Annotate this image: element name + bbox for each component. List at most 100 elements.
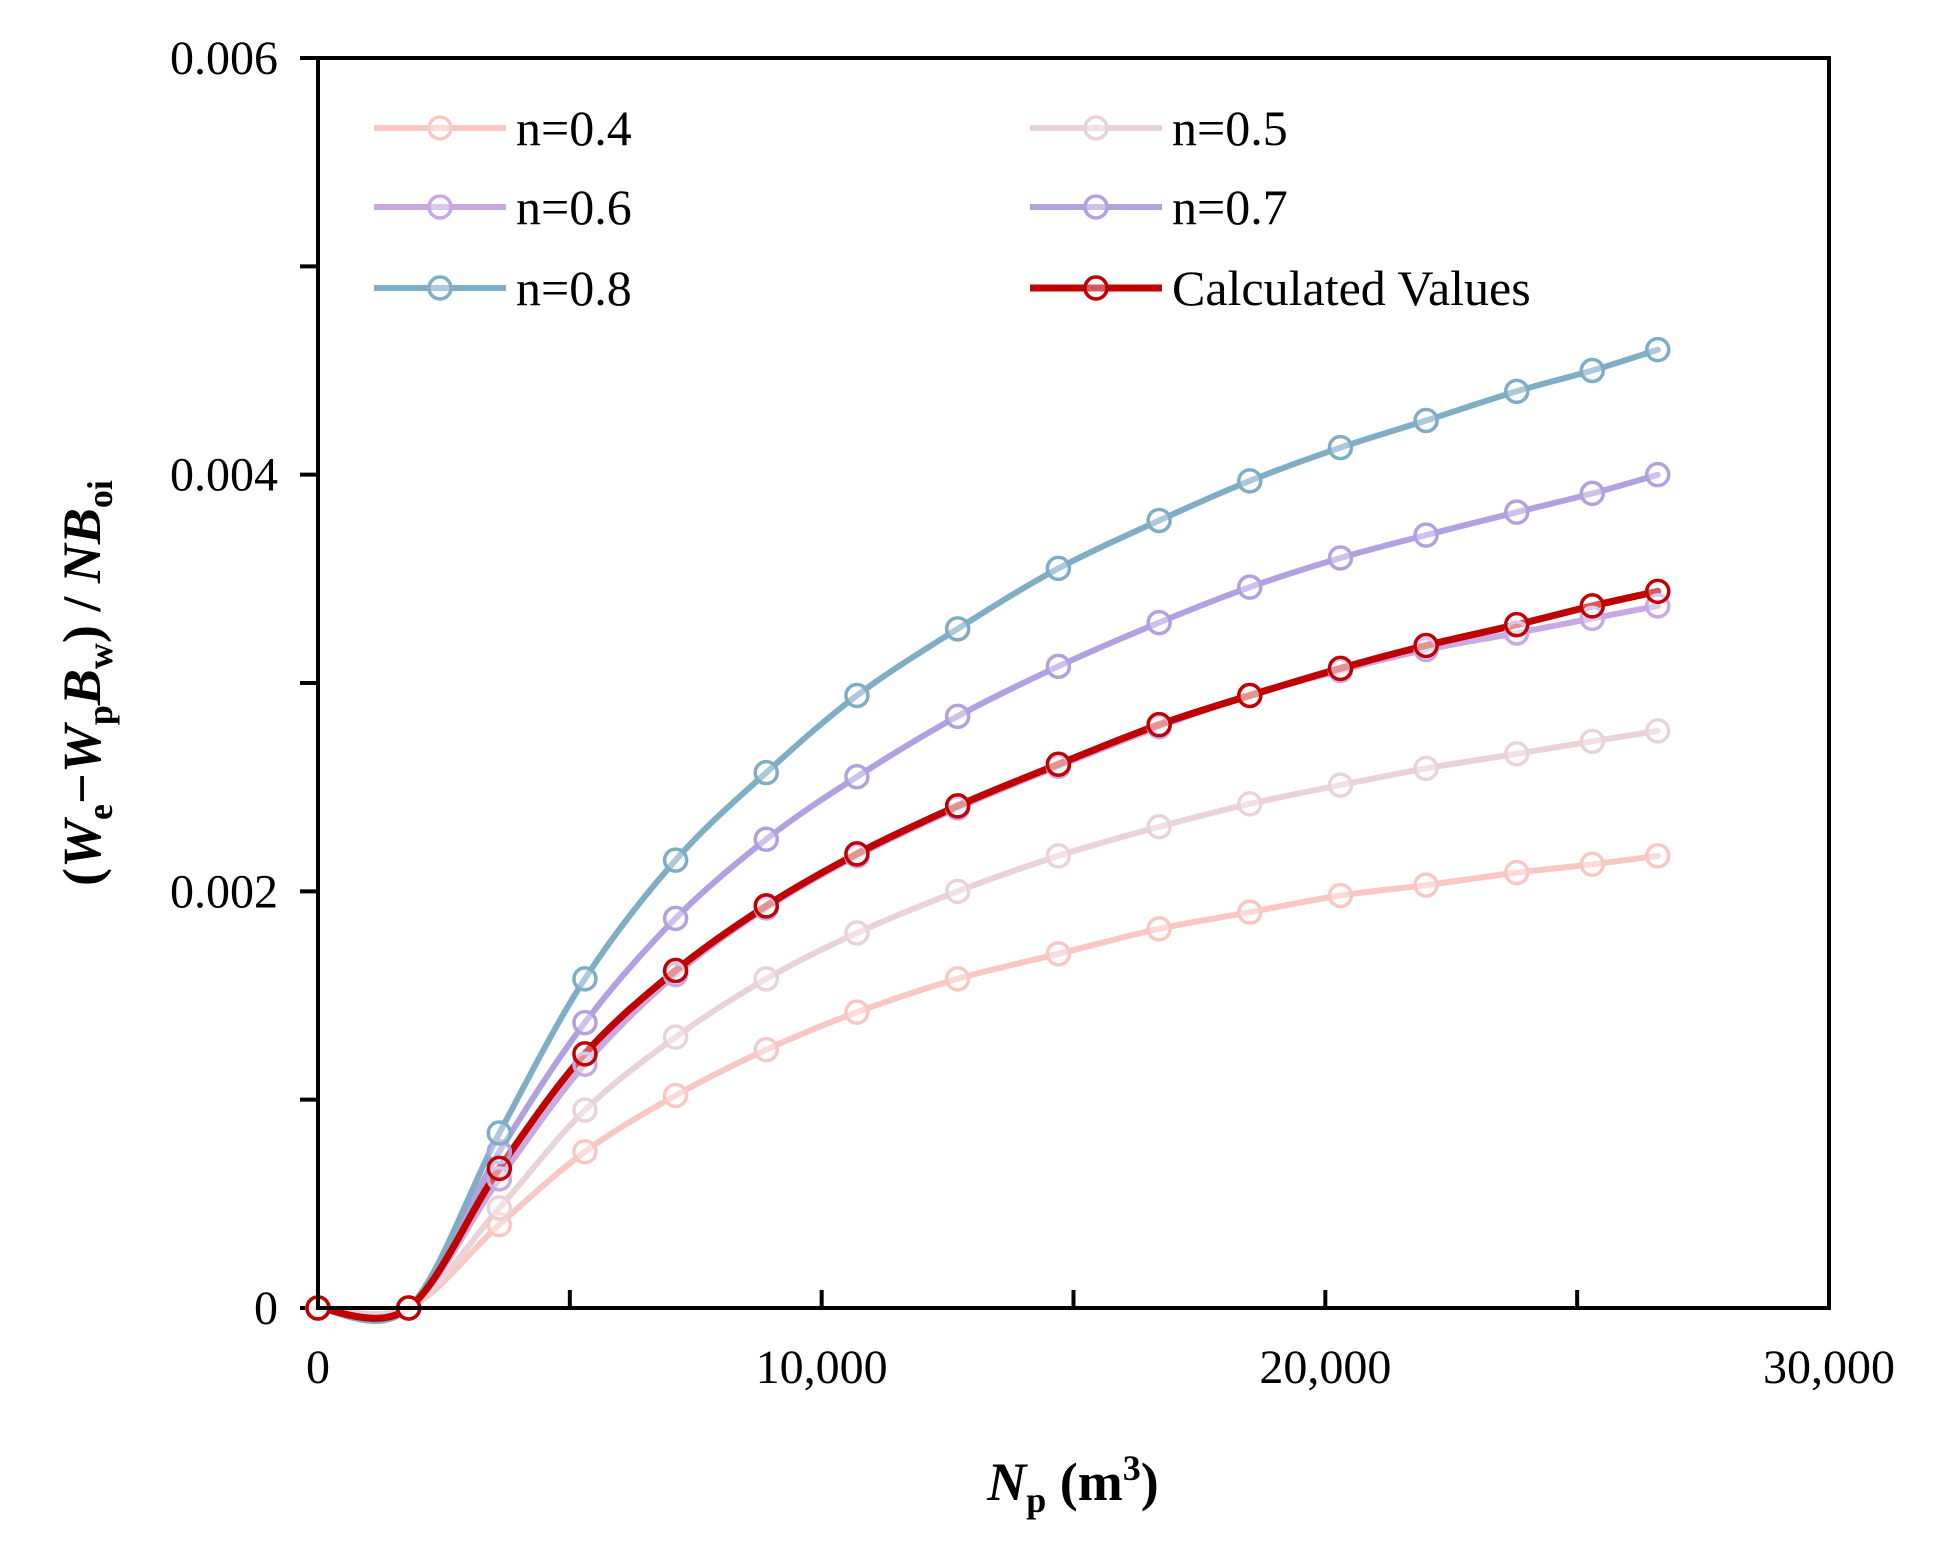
series-point-1 (1503, 741, 1530, 767)
series-point-4 (844, 682, 870, 709)
series-lines (314, 346, 1662, 1324)
y-title-n: N (52, 542, 112, 584)
y-title-s2: p (80, 705, 120, 725)
series-point-1 (944, 878, 971, 905)
series-point-5 (753, 893, 780, 919)
series-point-4 (944, 616, 971, 642)
series-point-4 (1503, 378, 1530, 405)
series-point-1 (662, 1024, 689, 1050)
series-point-1 (1146, 814, 1172, 840)
series-point-3 (1579, 480, 1606, 507)
series-point-3 (1413, 522, 1439, 548)
y-title-s1: e (80, 804, 120, 820)
legend-label: Calculated Values (1172, 260, 1531, 316)
series-point-3 (1645, 461, 1671, 488)
series-point-0 (1413, 872, 1439, 898)
legend-label: n=0.8 (516, 260, 632, 316)
x-tick-label: 30,000 (1763, 1341, 1895, 1394)
series-point-1 (1413, 755, 1439, 782)
series-point-2 (1503, 620, 1530, 646)
legend-swatch-marker (1083, 275, 1109, 301)
series-point-0 (844, 999, 870, 1025)
series-point-0 (944, 966, 971, 992)
legend-label: n=0.7 (1172, 179, 1288, 235)
series-line-0 (315, 852, 1661, 1318)
y-tick-label: 0.004 (170, 449, 278, 502)
series-point-0 (1045, 941, 1072, 967)
series-point-3 (1327, 545, 1354, 571)
legend-swatch-marker (427, 115, 453, 141)
series-point-4 (1327, 434, 1354, 461)
series-point-4 (1237, 468, 1263, 494)
series-point-4 (1645, 336, 1671, 363)
legend-swatch-marker (1083, 194, 1109, 220)
series-point-4 (486, 1120, 513, 1146)
series-point-5 (1645, 578, 1671, 605)
series-markers (305, 336, 1671, 1321)
series-point-1 (572, 1097, 598, 1123)
series-point-4 (1045, 555, 1072, 582)
y-title-p1: ( (52, 868, 112, 886)
series-point-1 (753, 966, 780, 992)
series-point-1 (1237, 791, 1263, 817)
tick-labels: 0 10,000 20,000 30,000 0 0.002 0.004 0.006 (170, 32, 1895, 1394)
legend-swatch-marker (427, 194, 453, 220)
series-line-1 (315, 727, 1661, 1319)
series-point-1 (1579, 728, 1606, 755)
series-point-5 (1327, 655, 1354, 682)
x-tick-label: 20,000 (1259, 1341, 1391, 1394)
series-point-3 (753, 826, 780, 852)
series-point-1 (486, 1195, 513, 1221)
series-point-5 (1413, 632, 1439, 659)
y-title-s3: w (80, 643, 120, 669)
series-point-5 (1503, 611, 1530, 638)
legend-label: n=0.5 (1172, 100, 1288, 156)
series-point-0 (753, 1036, 780, 1063)
x-axis-title-sub: p (1026, 1480, 1046, 1520)
x-tick-label: 10,000 (756, 1341, 888, 1394)
y-title-s4: oi (80, 480, 120, 508)
y-tick-label: 0.006 (170, 32, 278, 85)
legend-swatch-marker (1083, 115, 1109, 141)
x-axis-title-unit-sup: 3 (1123, 1448, 1141, 1488)
y-title-w1: W (52, 816, 112, 868)
series-point-4 (753, 759, 780, 786)
series-point-4 (572, 966, 598, 992)
y-title-b2: B (52, 508, 112, 545)
y-title-minus: − (52, 773, 112, 804)
y-axis-title: (We−WpBw) / NBoi (52, 480, 120, 886)
series-point-3 (944, 703, 971, 730)
y-tick-label: 0 (254, 1282, 278, 1335)
series-point-4 (662, 847, 689, 873)
series-point-1 (844, 920, 870, 946)
plot-area-frame (316, 56, 1831, 1310)
series-point-0 (1645, 843, 1671, 869)
x-axis-title-main: N (986, 1452, 1028, 1512)
series-point-1 (1645, 718, 1671, 744)
series-point-5 (662, 957, 689, 984)
legend: n=0.4 n=0.5 n=0.6 n=0.7 n=0.8 Calculated Valu… (374, 100, 1531, 316)
series-point-5 (486, 1155, 513, 1182)
y-title-b1: B (52, 669, 112, 706)
series-point-5 (1579, 593, 1606, 619)
series-point-3 (844, 764, 870, 790)
series-point-3 (662, 905, 689, 932)
series-line-3 (315, 471, 1661, 1323)
series-point-0 (1327, 882, 1354, 909)
x-axis-title-unit-close: ) (1141, 1452, 1159, 1512)
series-point-3 (1503, 499, 1530, 525)
series-point-4 (1413, 407, 1439, 434)
series-point-4 (1579, 357, 1606, 384)
series-point-1 (1045, 843, 1072, 869)
x-tick-label: 0 (306, 1341, 330, 1394)
legend-label: n=0.4 (516, 100, 632, 156)
legend-swatch-marker (427, 275, 453, 301)
series-point-5 (944, 793, 971, 819)
series-point-0 (1146, 916, 1172, 942)
series-point-0 (572, 1139, 598, 1165)
series-point-0 (662, 1082, 689, 1109)
axis-ticks (300, 56, 1831, 1310)
series-point-4 (1146, 507, 1172, 534)
x-axis-title: Np (m3) (986, 1448, 1158, 1520)
